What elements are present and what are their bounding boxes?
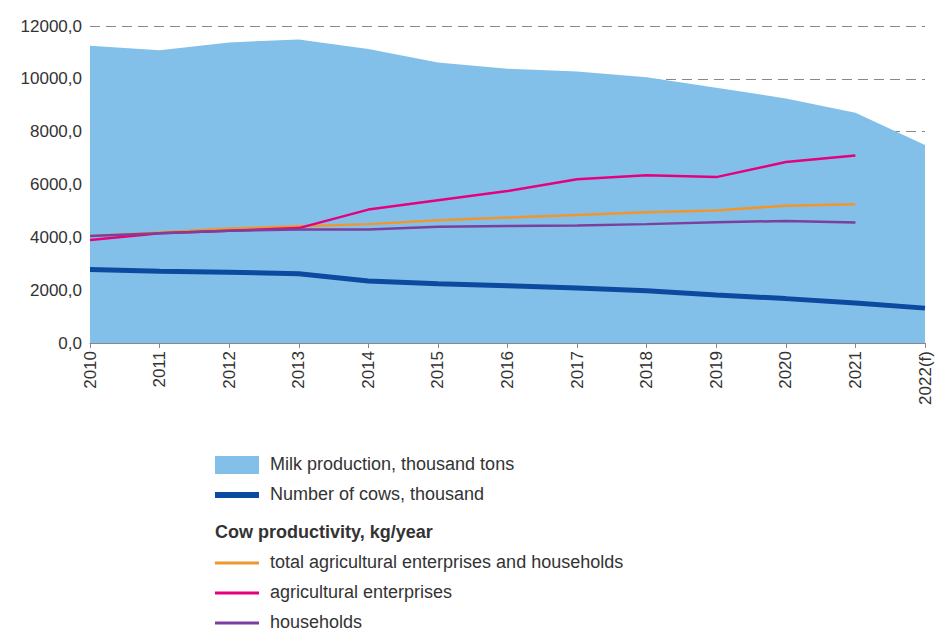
svg-text:2015: 2015: [428, 351, 447, 389]
svg-text:4000,0: 4000,0: [30, 228, 82, 247]
svg-text:2012: 2012: [220, 351, 239, 389]
svg-text:households: households: [270, 612, 362, 632]
svg-text:2011: 2011: [150, 351, 169, 388]
svg-text:2016: 2016: [498, 351, 517, 389]
svg-text:2021: 2021: [846, 351, 865, 389]
svg-text:10000,0: 10000,0: [21, 69, 82, 88]
svg-text:6000,0: 6000,0: [30, 175, 82, 194]
svg-text:2018: 2018: [637, 351, 656, 389]
svg-text:2010: 2010: [81, 351, 100, 389]
svg-text:0,0: 0,0: [58, 334, 82, 353]
svg-text:2013: 2013: [289, 351, 308, 389]
svg-text:Cow productivity, kg/year: Cow productivity, kg/year: [215, 522, 433, 542]
svg-text:2022(f): 2022(f): [916, 351, 935, 405]
svg-text:total agricultural enterprises: total agricultural enterprises and house…: [270, 552, 623, 572]
svg-text:2000,0: 2000,0: [30, 281, 82, 300]
svg-text:Number of cows, thousand: Number of cows, thousand: [270, 484, 484, 504]
svg-text:2017: 2017: [568, 351, 587, 389]
svg-text:2014: 2014: [359, 351, 378, 389]
svg-text:2019: 2019: [707, 351, 726, 389]
svg-text:8000,0: 8000,0: [30, 122, 82, 141]
svg-text:12000,0: 12000,0: [21, 17, 82, 36]
svg-text:2020: 2020: [776, 351, 795, 389]
svg-text:Milk production, thousand tons: Milk production, thousand tons: [270, 454, 514, 474]
svg-text:agricultural enterprises: agricultural enterprises: [270, 582, 452, 602]
